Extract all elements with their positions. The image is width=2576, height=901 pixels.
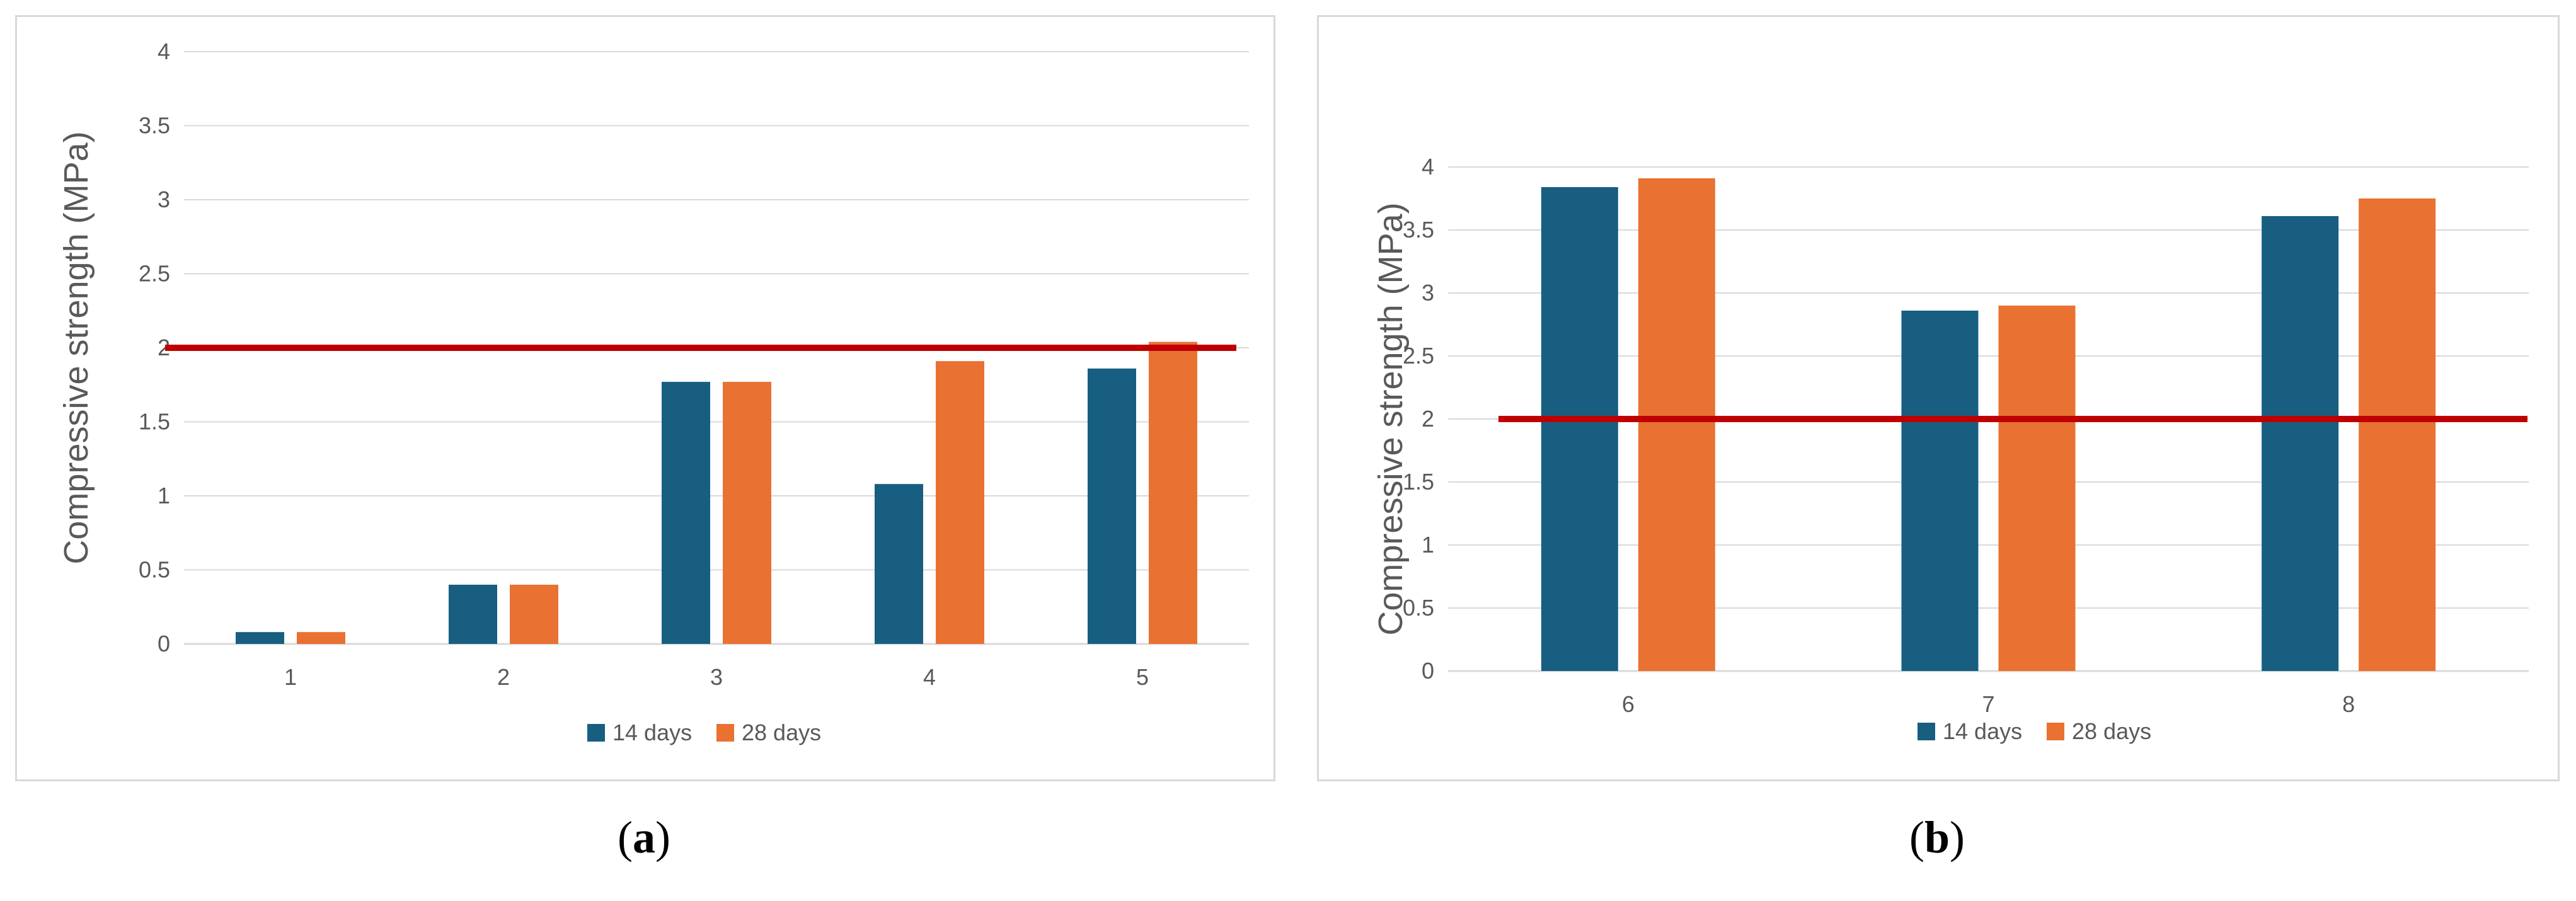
chart-b-ytick-label: 1.5 (1403, 469, 1434, 495)
chart-a-xtick-label: 5 (1136, 664, 1149, 690)
chart-a-ytick-label: 2 (158, 335, 170, 360)
caption-a-letter: a (632, 812, 655, 863)
chart-a-xtick-label: 3 (710, 664, 723, 690)
chart-b-legend-label: 28 days (2072, 718, 2151, 744)
chart-b-bar-14-days (1901, 311, 1979, 671)
chart-a-legend-swatch (716, 724, 734, 742)
chart-a-bar-28-days (936, 361, 984, 644)
chart-a-bar-28-days (297, 632, 345, 644)
chart-b-legend-swatch (1918, 723, 1935, 740)
chart-b-bar-14-days (2262, 216, 2339, 671)
chart-a-ylabel: Compressive strength (MPa) (57, 131, 95, 564)
chart-b-xtick-label: 7 (1982, 691, 1994, 717)
chart-b-bar-14-days (1541, 187, 1618, 671)
chart-a-ytick-label: 0.5 (139, 557, 170, 583)
caption-b: (b) (1909, 812, 1965, 863)
chart-a-xtick-label: 1 (284, 664, 297, 690)
chart-a-ytick-label: 1 (158, 483, 170, 508)
chart-panel-b: 0 0.5 1 1.5 2 2.5 3 3.5 4 Compressive strength (M… (1317, 15, 2560, 781)
chart-a-bar-14-days (236, 632, 284, 644)
chart-b-ytick-label: 0 (1422, 658, 1434, 684)
chart-b-ytick-label: 2 (1422, 406, 1434, 432)
chart-b-xtick-label: 8 (2342, 691, 2355, 717)
chart-a-xtick-label: 2 (497, 664, 510, 690)
chart-a-bar-14-days (1088, 368, 1136, 644)
chart-a-ytick-label: 4 (158, 38, 170, 64)
chart-b-ytick-label: 1 (1422, 532, 1434, 558)
chart-a-ytick-label: 1.5 (139, 409, 170, 435)
chart-b-ytick-label: 0.5 (1403, 595, 1434, 621)
caption-a: (a) (618, 812, 670, 863)
chart-a-ytick-label: 2.5 (139, 261, 170, 287)
chart-b-xtick-label: 6 (1622, 691, 1635, 717)
chart-b-bar-28-days (1998, 306, 2076, 671)
chart-b-ytick-label: 3.5 (1403, 217, 1434, 243)
chart-panel-a: 0 0.5 1 1.5 2 2.5 3 3.5 4 Compressive strength (M… (15, 15, 1275, 781)
chart-a-svg: 0 0.5 1 1.5 2 2.5 3 3.5 4 Compressive strength (M… (57, 38, 1249, 745)
chart-a-bar-28-days (1149, 341, 1197, 644)
chart-b-bar-28-days (2359, 198, 2436, 671)
chart-a-ytick-label: 3 (158, 187, 170, 212)
chart-a-bar-14-days (662, 382, 710, 644)
chart-a-bar-14-days (449, 585, 497, 644)
chart-b-ylabel: Compressive strength (MPa) (1372, 202, 1410, 635)
chart-a-legend-label: 14 days (612, 720, 692, 745)
chart-b-bar-28-days (1638, 178, 1715, 671)
chart-b-ytick-label: 3 (1422, 280, 1434, 306)
chart-a-ytick-label: 0 (158, 631, 170, 657)
chart-a-legend-swatch (587, 724, 605, 742)
chart-a-bar-28-days (510, 585, 558, 644)
chart-b-svg: 0 0.5 1 1.5 2 2.5 3 3.5 4 Compressive strength (M… (1372, 154, 2529, 744)
chart-b-ytick-label: 4 (1422, 154, 1434, 180)
chart-a-bar-28-days (723, 382, 771, 644)
chart-b-legend-swatch (2047, 723, 2064, 740)
chart-b-ytick-label: 2.5 (1403, 343, 1434, 369)
chart-a-legend-label: 28 days (742, 720, 821, 745)
caption-b-letter: b (1924, 812, 1950, 863)
chart-a-ytick-label: 3.5 (139, 113, 170, 139)
chart-a-xtick-label: 4 (923, 664, 936, 690)
chart-a-bar-14-days (875, 484, 923, 644)
chart-b-legend-label: 14 days (1943, 718, 2022, 744)
